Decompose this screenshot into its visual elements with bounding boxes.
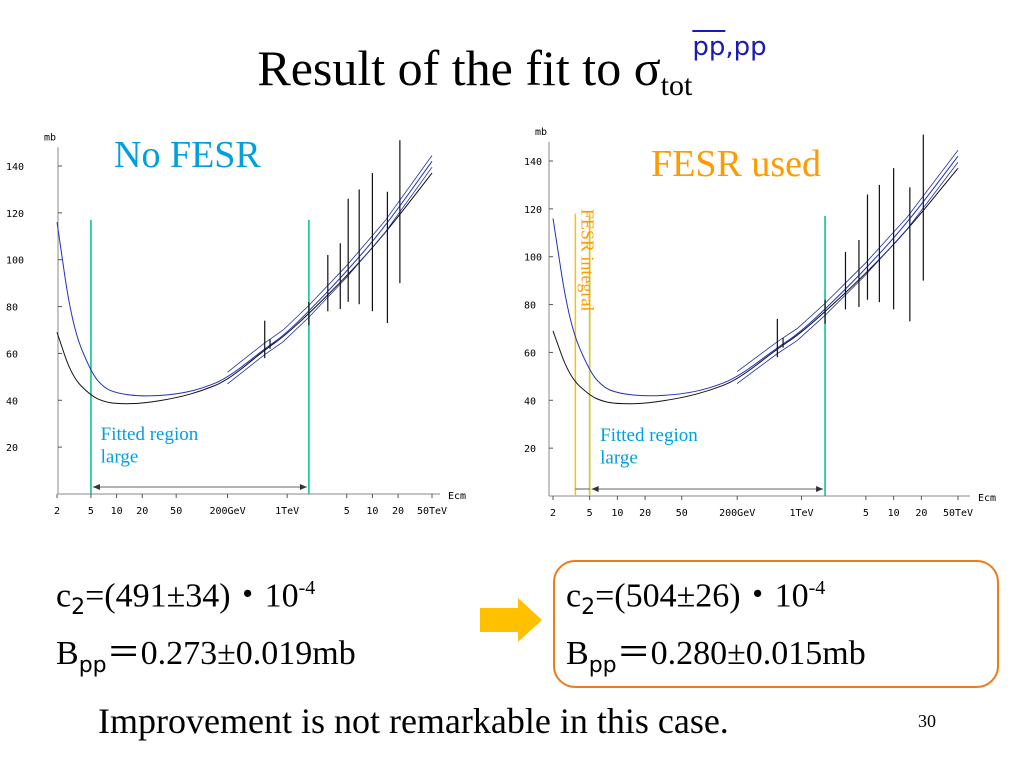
x-tick-label: 50 [676, 508, 688, 519]
y-unit-label: mb [44, 133, 56, 144]
y-unit-label: mb [535, 127, 547, 138]
left-c2-result: c2=(491±34)・10-4 [56, 566, 315, 630]
x-tick-label: 2 [550, 508, 556, 519]
left-c-value: =(491±34)・10 [85, 577, 299, 615]
title-subscript: tot [660, 69, 693, 102]
fitted-region-arrowhead-left [92, 484, 100, 490]
x-tick-label: 50TeV [417, 506, 447, 517]
y-tick-label: 140 [524, 157, 542, 168]
panel-label-fesr-used: FESR used [651, 143, 821, 185]
left-c-exp: -4 [298, 577, 316, 599]
x-tick-label: 200GeV [209, 506, 245, 517]
y-tick-label: 60 [524, 348, 536, 359]
x-tick-label: 50 [170, 506, 182, 517]
band-upper [227, 155, 433, 373]
fit-curve-black [56, 172, 433, 405]
fit-curve-blue [56, 161, 433, 397]
y-tick-label: 80 [6, 303, 18, 314]
x-tick-label: 10 [366, 506, 378, 517]
x-tick-label: 5 [344, 506, 350, 517]
left-b-result: Bpp＝0.273±0.019mb [56, 632, 356, 688]
y-tick-label: 120 [6, 209, 24, 220]
right-b-label: B [566, 635, 589, 672]
x-tick-label: 50TeV [943, 508, 973, 519]
y-tick-label: 100 [524, 253, 542, 264]
fitted-region-arrowhead-right [816, 486, 824, 492]
y-tick-label: 140 [6, 162, 24, 173]
left-b-value: ＝0.273±0.019mb [106, 635, 356, 672]
title-main: Result of the fit to σ [257, 40, 661, 96]
fitted-region-arrowhead-right [299, 484, 307, 490]
x-tick-label: 5 [88, 506, 94, 517]
y-tick-label: 60 [6, 349, 18, 360]
left-c-sub: 2 [71, 595, 86, 621]
fitted-region-arrowhead-left [591, 486, 599, 492]
fit-curve-blue [552, 155, 959, 397]
fitted-region-text-1: Fitted region [600, 425, 698, 446]
right-c-value: =(504±26)・10 [595, 577, 809, 615]
band-lower [227, 166, 433, 385]
left-b-label: B [56, 635, 79, 672]
fit-curve-black [552, 167, 959, 405]
title-superscript-rest: ,pp [725, 32, 767, 62]
x-tick-label: 1TeV [275, 506, 299, 517]
fitted-region-text-1: Fitted region [101, 424, 199, 445]
x-axis-label: Ecm [448, 491, 466, 502]
page-number: 30 [918, 711, 936, 731]
panel-label-no-fesr: No FESR [114, 134, 261, 176]
x-tick-label: 10 [611, 508, 623, 519]
right-b-result: Bpp＝0.280±0.015mb [566, 632, 866, 688]
y-tick-label: 100 [6, 256, 24, 267]
y-tick-label: 20 [6, 443, 18, 454]
slide-title: Result of the fit to σtot pp,pp [0, 32, 1024, 116]
band-lower [736, 161, 959, 384]
fitted-region-text-2: large [101, 446, 139, 467]
y-tick-label: 40 [524, 396, 536, 407]
fesr-integral-label: FESR integral [578, 209, 598, 312]
x-tick-label: 20 [136, 506, 148, 517]
footer-note: Improvement is not remarkable in this ca… [98, 701, 729, 741]
chart-no-fesr: mb Ecm 20 40 60 80 100 120 140 2 5 10 20 50 200GeV 1TeV… [6, 133, 466, 517]
x-tick-label: 20 [392, 506, 404, 517]
x-tick-label: 200GeV [719, 508, 755, 519]
title-superscript-bar: pp [692, 32, 726, 62]
left-b-sub: pp [78, 652, 107, 678]
y-tick-label: 80 [524, 301, 536, 312]
x-tick-label: 20 [639, 508, 651, 519]
x-axis-label: Ecm [978, 493, 996, 504]
fitted-region-text-2: large [600, 448, 638, 469]
right-b-sub: pp [588, 652, 617, 678]
x-tick-label: 5 [863, 508, 869, 519]
y-tick-label: 120 [524, 205, 542, 216]
y-tick-label: 20 [524, 444, 536, 455]
highlight-box [553, 560, 999, 688]
x-tick-label: 2 [54, 506, 60, 517]
x-tick-label: 10 [888, 508, 900, 519]
x-tick-label: 10 [111, 506, 123, 517]
right-c-sub: 2 [581, 595, 596, 621]
x-tick-label: 1TeV [789, 508, 813, 519]
x-tick-label: 5 [587, 508, 593, 519]
right-c-label: c [566, 577, 582, 615]
right-c2-result: c2=(504±26)・10-4 [566, 566, 825, 630]
right-arrow-icon [480, 598, 542, 642]
right-c-exp: -4 [808, 577, 826, 599]
title-superscript: pp,pp [692, 32, 766, 62]
right-b-value: ＝0.280±0.015mb [616, 635, 866, 672]
y-tick-label: 40 [6, 396, 18, 407]
chart-fesr-used: mb Ecm 20 40 60 80 100 120 140 2 5 10 20 50 200GeV 1TeV… [524, 127, 996, 519]
x-tick-label: 20 [915, 508, 927, 519]
left-c-label: c [56, 577, 72, 615]
